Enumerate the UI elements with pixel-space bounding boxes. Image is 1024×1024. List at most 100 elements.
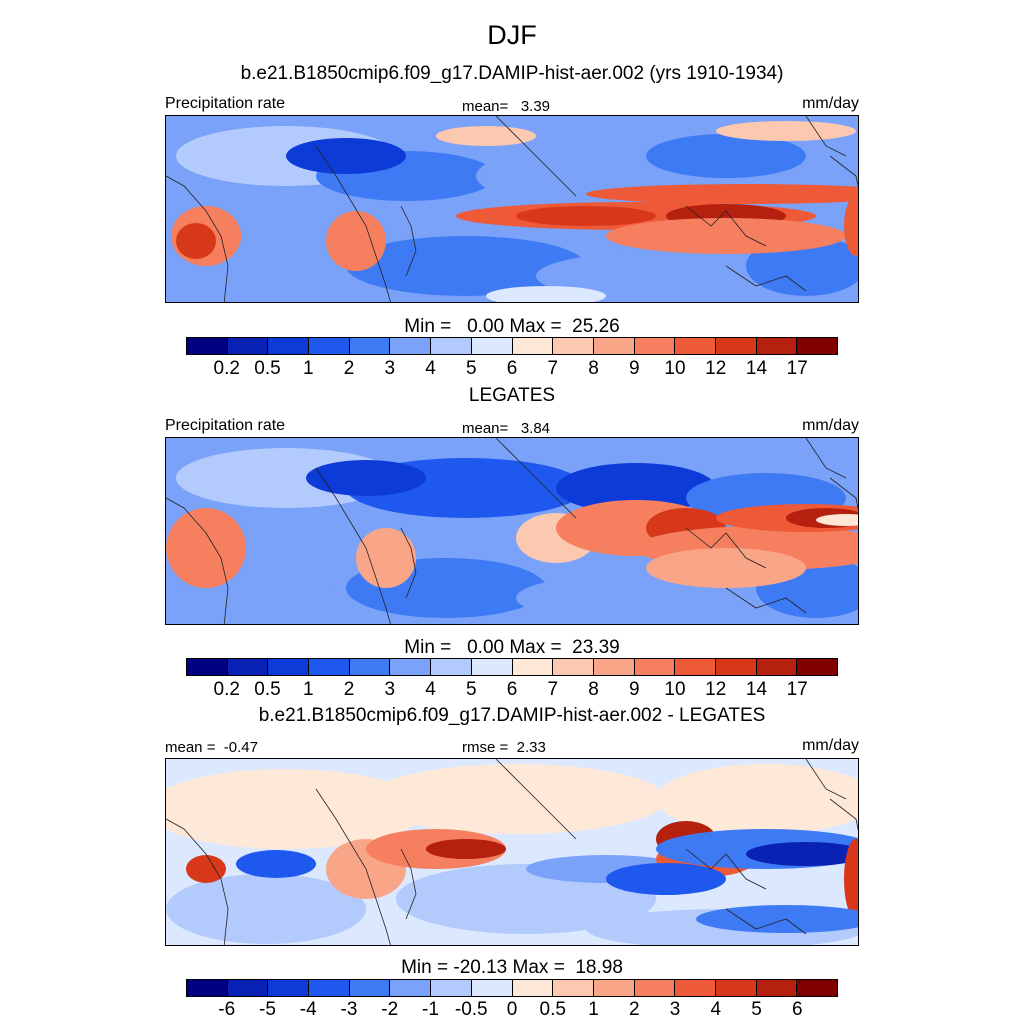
panel2-title: LEGATES: [468, 385, 556, 406]
colorbar-segment: [715, 659, 757, 675]
field-blob: [236, 850, 316, 878]
panel1-units: mm/day: [802, 95, 859, 112]
panel3-title: b.e21.B1850cmip6.f09_g17.DAMIP-hist-aer.…: [258, 705, 766, 726]
colorbar-tick-label: 10: [664, 358, 686, 379]
field-blob: [746, 842, 858, 866]
colorbar-segment: [797, 980, 837, 996]
field-blob: [186, 855, 226, 883]
colorbar-tick-label: -4: [299, 999, 317, 1020]
panel2-mean: mean= 3.84: [462, 421, 550, 436]
colorbar-tick-label: 17: [786, 358, 808, 379]
colorbar-tick-label: 6: [506, 679, 518, 700]
colorbar-segment: [553, 338, 594, 354]
colorbar-segment: [553, 980, 594, 996]
field-blob: [366, 764, 666, 834]
colorbar-tick-label: 5: [465, 679, 477, 700]
field-blob: [356, 528, 416, 588]
colorbar-segment: [634, 659, 676, 675]
panel1-mean: mean= 3.39: [462, 99, 550, 114]
colorbar-segment: [512, 338, 554, 354]
panel2-colorbar: [186, 658, 838, 676]
colorbar-segment: [593, 659, 635, 675]
panel1-mean-label: mean=: [462, 98, 509, 115]
field-blob: [656, 764, 858, 834]
panel3-rmse: rmse = 2.33: [462, 740, 546, 755]
colorbar-tick-label: 8: [588, 679, 599, 700]
field-blob: [586, 184, 858, 204]
colorbar-segment: [675, 659, 716, 675]
colorbar-tick-label: 7: [547, 358, 559, 379]
panel3-colorbar: [186, 979, 838, 997]
panel2-variable-label: Precipitation rate: [165, 417, 286, 434]
colorbar-segment: [309, 659, 350, 675]
colorbar-tick-label: 1: [302, 358, 314, 379]
colorbar-segment: [227, 338, 269, 354]
field-blob: [816, 514, 858, 526]
colorbar-tick-label: 10: [664, 679, 686, 700]
colorbar-segment: [390, 659, 432, 675]
colorbar-tick-label: 1: [302, 679, 314, 700]
field-blob: [286, 138, 406, 174]
panel2-mean-value: 3.84: [520, 420, 551, 437]
colorbar-tick-label: 4: [710, 999, 722, 1020]
panel1-map: [165, 115, 859, 303]
colorbar-segment: [675, 338, 716, 354]
colorbar-tick-label: 14: [745, 679, 768, 700]
colorbar-segment: [268, 659, 310, 675]
colorbar-segment: [471, 980, 513, 996]
colorbar-tick-label: 6: [791, 999, 803, 1020]
colorbar-tick-label: 5: [465, 358, 477, 379]
field-blob: [166, 874, 366, 944]
field-blob: [536, 251, 796, 301]
panel3-colorbar-ticks: -6 -5 -4 -3 -2 -1 -0.5 0 0.5 1 2 3 4 5 6: [186, 999, 838, 1021]
colorbar-tick-label: 9: [628, 358, 640, 379]
colorbar-segment: [309, 980, 350, 996]
colorbar-segment: [227, 980, 269, 996]
panel3-stats: Min = -20.13 Max = 18.98: [401, 957, 623, 978]
field-blob: [844, 839, 858, 919]
colorbar-tick-label: 2: [343, 358, 355, 379]
panel2-mean-label: mean=: [462, 420, 509, 437]
field-blob: [606, 218, 846, 254]
colorbar-segment: [512, 659, 554, 675]
field-blob: [646, 548, 806, 588]
colorbar-tick-label: 6: [506, 358, 518, 379]
field-blob: [166, 769, 426, 849]
field-blob: [326, 211, 386, 271]
colorbar-segment: [756, 659, 798, 675]
colorbar-segment: [797, 338, 837, 354]
colorbar-segment: [268, 980, 310, 996]
colorbar-tick-label: 1: [588, 999, 599, 1020]
colorbar-tick-label: 2: [628, 999, 640, 1020]
colorbar-tick-label: 0.5: [539, 999, 566, 1020]
field-blob: [696, 905, 858, 933]
panel2-stats: Min = 0.00 Max = 23.39: [404, 637, 620, 658]
colorbar-segment: [187, 659, 228, 675]
colorbar-segment: [349, 659, 391, 675]
colorbar-segment: [553, 659, 594, 675]
colorbar-segment: [309, 338, 350, 354]
colorbar-tick-label: -6: [218, 999, 236, 1020]
colorbar-tick-label: 3: [384, 358, 396, 379]
field-blob: [556, 463, 716, 513]
colorbar-segment: [390, 338, 432, 354]
panel1-variable-label: Precipitation rate: [165, 95, 286, 112]
colorbar-tick-label: 3: [669, 999, 681, 1020]
colorbar-segment: [634, 980, 676, 996]
field-blob: [436, 126, 536, 146]
colorbar-tick-label: 5: [751, 999, 762, 1020]
field-blob: [426, 839, 506, 859]
colorbar-tick-label: 4: [425, 679, 436, 700]
field-blob: [844, 196, 858, 256]
colorbar-tick-label: 7: [547, 679, 559, 700]
colorbar-segment: [268, 338, 310, 354]
colorbar-segment: [349, 980, 391, 996]
colorbar-tick-label: -5: [259, 999, 276, 1020]
colorbar-tick-label: -0.5: [454, 999, 488, 1020]
colorbar-segment: [715, 980, 757, 996]
field-blob: [346, 236, 586, 296]
colorbar-segment: [634, 338, 676, 354]
model-title: b.e21.B1850cmip6.f09_g17.DAMIP-hist-aer.…: [240, 63, 784, 84]
field-blob: [306, 460, 426, 496]
colorbar-segment: [227, 659, 269, 675]
